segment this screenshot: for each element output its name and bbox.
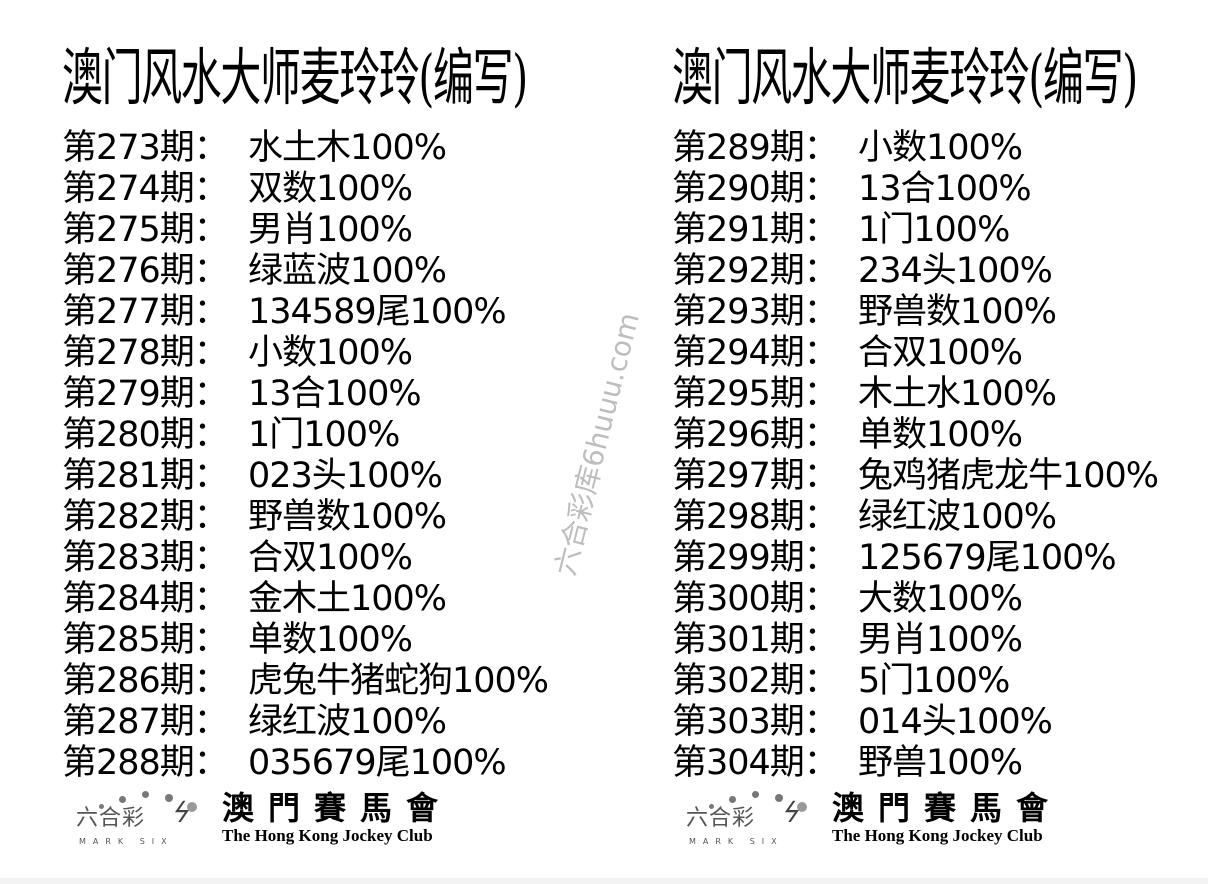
issue-label: 第284期： [62,579,229,619]
club-name-cn: 澳門賽馬會 [222,789,453,827]
prediction-value: 125679尾100% [858,538,1117,578]
dot [709,804,714,809]
issue-label: 第274期： [62,169,229,209]
prediction-value: 男肖100% [858,620,1023,660]
issue-label: 第275期： [62,210,229,250]
mark-six-cn: 六合彩 [76,806,146,831]
issue-label: 第279期： [62,374,229,414]
issue-label: 第276期： [62,251,229,291]
issue-label: 第292期： [672,251,839,291]
bottom-divider [0,878,1208,884]
issue-label: 第295期： [672,374,839,414]
issue-label: 第302期： [672,661,839,701]
issue-label: 第300期： [672,579,839,619]
jockey-club-logo: 澳門賽馬會 The Hong Kong Jockey Club [222,790,452,846]
prediction-value: 野兽100% [858,743,1023,783]
dot [752,791,759,798]
issue-label: 第278期： [62,333,229,373]
prediction-value: 虎兔牛猪蛇狗100% [248,661,549,701]
prediction-value: 1门100% [248,415,400,455]
mark-six-cn: 六合彩 [686,806,756,831]
prediction-value: 234头100% [858,251,1053,291]
issue-label: 第301期： [672,620,839,660]
prediction-value: 单数100% [858,415,1023,455]
column-title: 澳门风水大师麦玲玲(编写) [62,41,528,114]
issue-label: 第294期： [672,333,839,373]
issue-label: 第299期： [672,538,839,578]
prediction-value: 绿蓝波100% [248,251,447,291]
column-title: 澳门风水大师麦玲玲(编写) [672,41,1138,114]
issue-label: 第277期： [62,292,229,332]
issue-label: 第293期： [672,292,839,332]
prediction-value: 1门100% [858,210,1010,250]
prediction-value: 5门100% [858,661,1010,701]
prediction-value: 单数100% [248,620,413,660]
issue-label: 第304期： [672,743,839,783]
prediction-value: 兔鸡猪虎龙牛100% [858,456,1159,496]
prediction-value: 野兽数100% [248,497,447,537]
dot [775,794,783,802]
prediction-value: 木土水100% [858,374,1057,414]
prediction-value: 绿红波100% [248,702,447,742]
dot [99,804,104,809]
prediction-value: 13合100% [858,169,1032,209]
left-column: 澳门风水大师麦玲玲(编写) 第273期： 水土木100% 第274期： 双数10… [62,0,622,884]
right-column: 澳门风水大师麦玲玲(编写) 第289期： 小数100% 第290期： 13合10… [672,0,1208,884]
logo: 六合彩 ϟ MARK SIX 澳門賽馬會 The Hong Kong Jocke… [684,790,1134,850]
club-name-cn: 澳門賽馬會 [832,789,1063,827]
prediction-value: 双数100% [248,169,413,209]
prediction-value: 035679尾100% [248,743,507,783]
prediction-value: 023头100% [248,456,443,496]
prediction-value: 小数100% [858,128,1023,168]
jockey-club-logo: 澳門賽馬會 The Hong Kong Jockey Club [832,790,1062,846]
dot [142,791,149,798]
prediction-value: 水土木100% [248,128,447,168]
prediction-value: 大数100% [858,579,1023,619]
dot [119,796,126,803]
dot [797,802,807,812]
issue-label: 第298期： [672,497,839,537]
prediction-value: 合双100% [248,538,413,578]
prediction-value: 金木土100% [248,579,447,619]
issue-label: 第289期： [672,128,839,168]
club-name-en: The Hong Kong Jockey Club [832,826,1043,845]
mark-six-en: MARK SIX [689,837,784,846]
prediction-value: 014头100% [858,702,1053,742]
prediction-value: 小数100% [248,333,413,373]
issue-label: 第280期： [62,415,229,455]
prediction-value: 13合100% [248,374,422,414]
issue-label: 第282期： [62,497,229,537]
mark-six-logo: 六合彩 ϟ MARK SIX [684,790,824,850]
dot [729,796,736,803]
issue-label: 第297期： [672,456,839,496]
issue-label: 第303期： [672,702,839,742]
issue-label: 第287期： [62,702,229,742]
issue-label: 第281期： [62,456,229,496]
dot [165,794,173,802]
issue-label: 第288期： [62,743,229,783]
issue-label: 第285期： [62,620,229,660]
issue-label: 第286期： [62,661,229,701]
mark-six-logo: 六合彩 ϟ MARK SIX [74,790,214,850]
prediction-value: 合双100% [858,333,1023,373]
prediction-value: 男肖100% [248,210,413,250]
issue-label: 第283期： [62,538,229,578]
issue-label: 第273期： [62,128,229,168]
dot [187,802,197,812]
club-name-en: The Hong Kong Jockey Club [222,826,433,845]
logo: 六合彩 ϟ MARK SIX 澳門賽馬會 The Hong Kong Jocke… [74,790,524,850]
issue-label: 第296期： [672,415,839,455]
issue-label: 第290期： [672,169,839,209]
mark-six-en: MARK SIX [79,837,174,846]
issue-label: 第291期： [672,210,839,250]
prediction-value: 134589尾100% [248,292,507,332]
prediction-value: 绿红波100% [858,497,1057,537]
prediction-value: 野兽数100% [858,292,1057,332]
